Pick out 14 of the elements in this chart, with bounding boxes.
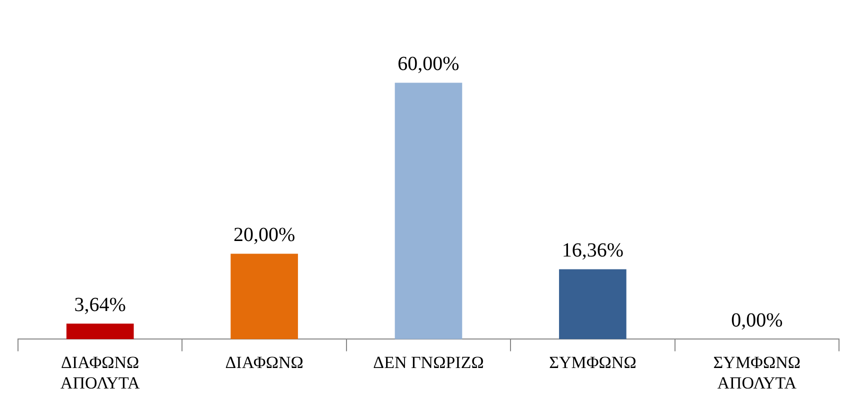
data-label: 16,36% bbox=[562, 240, 624, 262]
x-tick-label: ΣΥΜΦΩΝΩ ΑΠΟΛΥΤΑ bbox=[713, 352, 801, 392]
bar bbox=[559, 269, 626, 340]
x-tick-label: ΔΕΝ ΓΝΩΡΙΖΩ bbox=[373, 352, 484, 372]
data-label: 0,00% bbox=[731, 309, 783, 332]
x-tick-label: ΔΙΑΦΩΝΩ ΑΠΟΛΥΤΑ bbox=[60, 352, 140, 392]
data-label: 60,00% bbox=[398, 52, 460, 75]
x-tick-label: ΣΥΜΦΩΝΩ bbox=[549, 352, 636, 372]
bar bbox=[394, 82, 462, 340]
bar bbox=[66, 324, 134, 340]
data-label: 3,64% bbox=[74, 294, 126, 316]
bar bbox=[230, 254, 298, 340]
x-tick-label: ΔΙΑΦΩΝΩ bbox=[225, 352, 304, 372]
data-label: 20,00% bbox=[233, 224, 296, 246]
